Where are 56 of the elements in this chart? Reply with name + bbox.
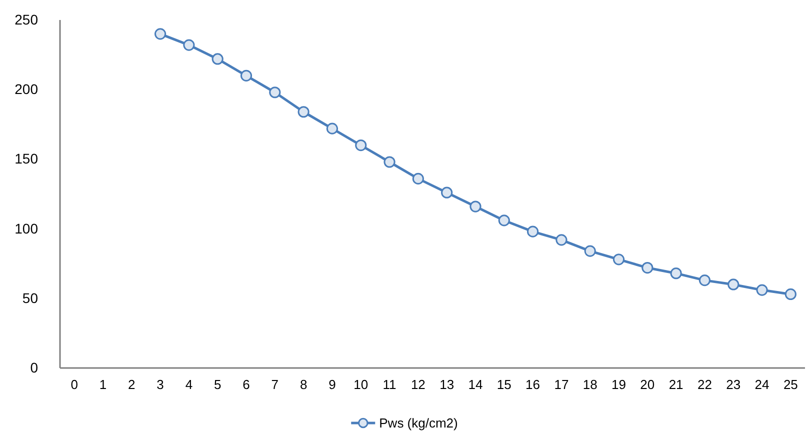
point: [154, 28, 166, 40]
x-tick-label: 21: [668, 377, 684, 392]
x-tick-label: 11: [382, 377, 396, 392]
point: [212, 53, 224, 65]
x-tick-label: 14: [468, 377, 483, 392]
point: [670, 268, 682, 280]
point: [556, 234, 568, 246]
x-tick-label: 3: [156, 377, 164, 392]
point: [498, 214, 510, 226]
x-tick-label: 6: [242, 377, 250, 392]
y-tick-label: 150: [14, 150, 38, 167]
x-tick-label: 15: [496, 377, 512, 392]
legend-label: Pws (kg/cm2): [379, 416, 458, 431]
x-tick-label: 8: [300, 377, 308, 392]
x-tick-label: 5: [214, 377, 222, 392]
x-tick-label: 23: [726, 377, 741, 392]
point: [642, 262, 654, 274]
x-tick-label: 20: [640, 377, 655, 392]
point: [183, 39, 195, 51]
x-tick-label: 2: [128, 377, 136, 392]
point: [412, 172, 424, 184]
point: [384, 156, 396, 168]
x-tick-label: 19: [612, 377, 626, 392]
x-tick-label: 24: [754, 377, 770, 392]
y-tick-label: 0: [30, 359, 38, 376]
point: [326, 122, 338, 134]
point: [355, 139, 367, 152]
x-tick-label: 17: [554, 377, 569, 392]
x-tick-label: 1: [99, 377, 107, 392]
x-tick-label: 13: [440, 377, 454, 392]
y-tick-label: 200: [14, 81, 38, 98]
point: [441, 186, 453, 198]
x-tick-label: 10: [354, 377, 368, 392]
point: [612, 254, 625, 266]
point: [728, 278, 740, 290]
point: [526, 226, 539, 238]
x-tick-label: 18: [582, 377, 598, 392]
y-tick-label: 50: [22, 290, 38, 306]
x-tick-label: 4: [185, 377, 193, 392]
point: [298, 106, 310, 118]
x-tick-label: 22: [697, 377, 712, 392]
x-tick-label: 0: [70, 377, 78, 392]
point: [698, 274, 711, 286]
point: [784, 288, 796, 300]
point: [584, 245, 596, 257]
point: [756, 284, 768, 296]
y-tick-label: 100: [14, 220, 38, 236]
point: [269, 86, 281, 98]
x-tick-label: 12: [410, 377, 426, 392]
point: [240, 70, 252, 82]
x-tick-label: 9: [328, 377, 336, 392]
x-tick-label: 25: [783, 377, 798, 392]
x-tick-label: 7: [271, 377, 279, 392]
y-tick-label: 250: [14, 11, 38, 28]
point: [470, 200, 482, 212]
x-tick-label: 16: [526, 377, 540, 392]
